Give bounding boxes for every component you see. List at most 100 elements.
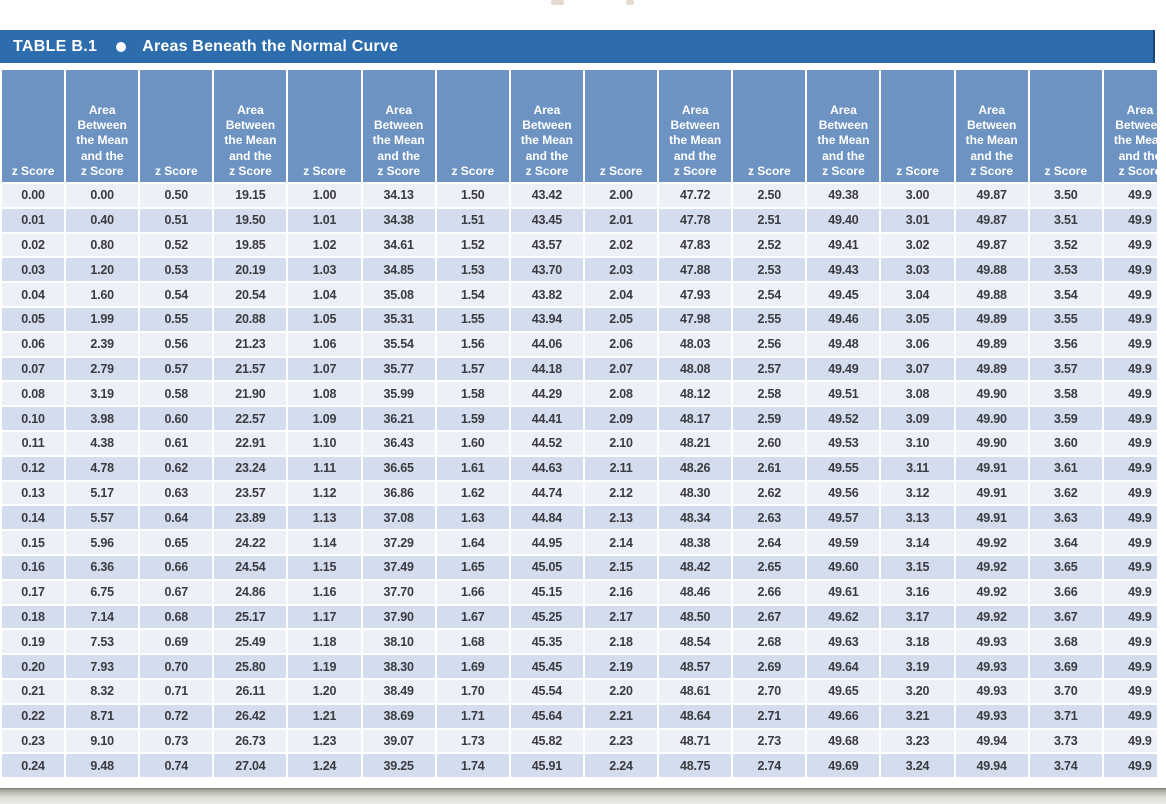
z-score-cell: 2.66	[733, 580, 806, 604]
z-score-cell: 1.67	[436, 605, 509, 629]
area-cell: 36.86	[362, 481, 435, 505]
area-cell: 22.91	[214, 431, 287, 455]
area-cell: 44.63	[510, 456, 583, 480]
z-score-cell: 0.68	[140, 605, 213, 629]
area-cell: 49.65	[807, 679, 880, 703]
z-score-cell: 3.70	[1029, 679, 1102, 703]
z-score-header: z Score	[584, 70, 658, 182]
z-score-cell: 0.53	[140, 258, 213, 282]
z-score-cell: 2.13	[584, 506, 658, 530]
table-row: 0.16 6.36 0.66 24.54 1.15 37.49 1.65 45.05 2.15 4…	[2, 555, 1157, 579]
z-score-cell: 0.65	[140, 531, 213, 554]
area-cell: 2.79	[66, 357, 139, 381]
area-cell: 49.66	[807, 704, 880, 728]
area-cell: 34.85	[362, 258, 435, 282]
z-score-cell: 2.56	[733, 332, 806, 356]
z-score-cell: 2.65	[733, 555, 806, 579]
z-score-cell: 2.57	[733, 357, 806, 381]
area-cell: 44.52	[510, 431, 583, 455]
area-cell: 49.53	[807, 431, 880, 455]
z-score-cell: 3.02	[881, 233, 954, 257]
area-cell: 48.54	[659, 630, 732, 654]
area-cell: 49.9	[1103, 382, 1157, 406]
area-cell: 0.00	[66, 184, 139, 207]
area-cell: 21.90	[214, 382, 287, 406]
area-cell: 21.23	[214, 332, 287, 356]
area-cell: 26.73	[214, 729, 287, 753]
area-cell: 49.68	[807, 729, 880, 753]
area-cell: 48.08	[659, 357, 732, 381]
area-cell: 48.61	[659, 679, 732, 703]
table-title-bar: TABLE B.1 Areas Beneath the Normal Curve	[0, 30, 1155, 63]
z-score-cell: 2.20	[584, 679, 658, 703]
z-score-cell: 2.55	[733, 307, 806, 331]
area-cell: 34.38	[362, 208, 435, 232]
area-cell: 45.45	[510, 655, 583, 678]
area-cell: 49.62	[807, 605, 880, 629]
z-score-cell: 0.22	[2, 704, 65, 728]
table-row: 0.20 7.93 0.70 25.80 1.19 38.30 1.69 45.45 2.19 4…	[2, 655, 1157, 678]
area-cell: 24.86	[214, 580, 287, 604]
z-score-cell: 0.08	[2, 382, 65, 406]
z-score-cell: 0.20	[2, 655, 65, 678]
z-score-cell: 3.52	[1029, 233, 1102, 257]
z-score-cell: 0.24	[2, 754, 65, 778]
area-cell: 49.59	[807, 531, 880, 554]
z-score-header: z Score	[1029, 70, 1102, 182]
area-cell: 49.9	[1103, 407, 1157, 430]
table-row: 0.18 7.14 0.68 25.17 1.17 37.90 1.67 45.25 2.17 4…	[2, 605, 1157, 629]
area-cell: 49.51	[807, 382, 880, 406]
z-score-cell: 0.19	[2, 630, 65, 654]
area-cell: 44.95	[510, 531, 583, 554]
z-score-cell: 2.18	[584, 630, 658, 654]
z-score-cell: 1.62	[436, 481, 509, 505]
area-cell: 49.69	[807, 754, 880, 778]
area-cell: 37.90	[362, 605, 435, 629]
z-score-cell: 1.07	[288, 357, 361, 381]
area-cell: 24.54	[214, 555, 287, 579]
z-score-cell: 2.52	[733, 233, 806, 257]
area-cell: 49.52	[807, 407, 880, 430]
z-score-cell: 0.60	[140, 407, 213, 430]
area-cell: 38.49	[362, 679, 435, 703]
z-score-cell: 1.55	[436, 307, 509, 331]
z-score-cell: 3.00	[881, 184, 954, 207]
area-cell: 3.19	[66, 382, 139, 406]
z-score-cell: 3.13	[881, 506, 954, 530]
area-cell: 49.90	[955, 431, 1028, 455]
z-score-cell: 1.02	[288, 233, 361, 257]
z-score-cell: 0.12	[2, 456, 65, 480]
z-score-cell: 2.00	[584, 184, 658, 207]
z-score-cell: 2.03	[584, 258, 658, 282]
area-cell: 49.9	[1103, 729, 1157, 753]
area-cell: 26.42	[214, 704, 287, 728]
z-score-cell: 1.16	[288, 580, 361, 604]
z-score-cell: 2.62	[733, 481, 806, 505]
area-cell: 37.49	[362, 555, 435, 579]
z-score-cell: 3.57	[1029, 357, 1102, 381]
z-score-cell: 2.10	[584, 431, 658, 455]
area-cell: 2.39	[66, 332, 139, 356]
z-score-cell: 0.74	[140, 754, 213, 778]
table-number-label: TABLE B.1	[13, 37, 98, 55]
z-score-cell: 0.14	[2, 506, 65, 530]
area-cell: 49.38	[807, 184, 880, 207]
area-cell: 48.03	[659, 332, 732, 356]
z-score-cell: 3.64	[1029, 531, 1102, 554]
z-score-cell: 2.53	[733, 258, 806, 282]
area-cell: 44.84	[510, 506, 583, 530]
z-score-cell: 3.10	[881, 431, 954, 455]
z-score-cell: 0.54	[140, 283, 213, 306]
area-cell: 1.99	[66, 307, 139, 331]
area-cell: 49.64	[807, 655, 880, 678]
area-cell: 45.82	[510, 729, 583, 753]
z-score-cell: 2.51	[733, 208, 806, 232]
z-score-cell: 0.55	[140, 307, 213, 331]
z-score-cell: 2.11	[584, 456, 658, 480]
area-cell: 49.87	[955, 208, 1028, 232]
area-cell: 49.94	[955, 754, 1028, 778]
area-cell: 49.87	[955, 184, 1028, 207]
